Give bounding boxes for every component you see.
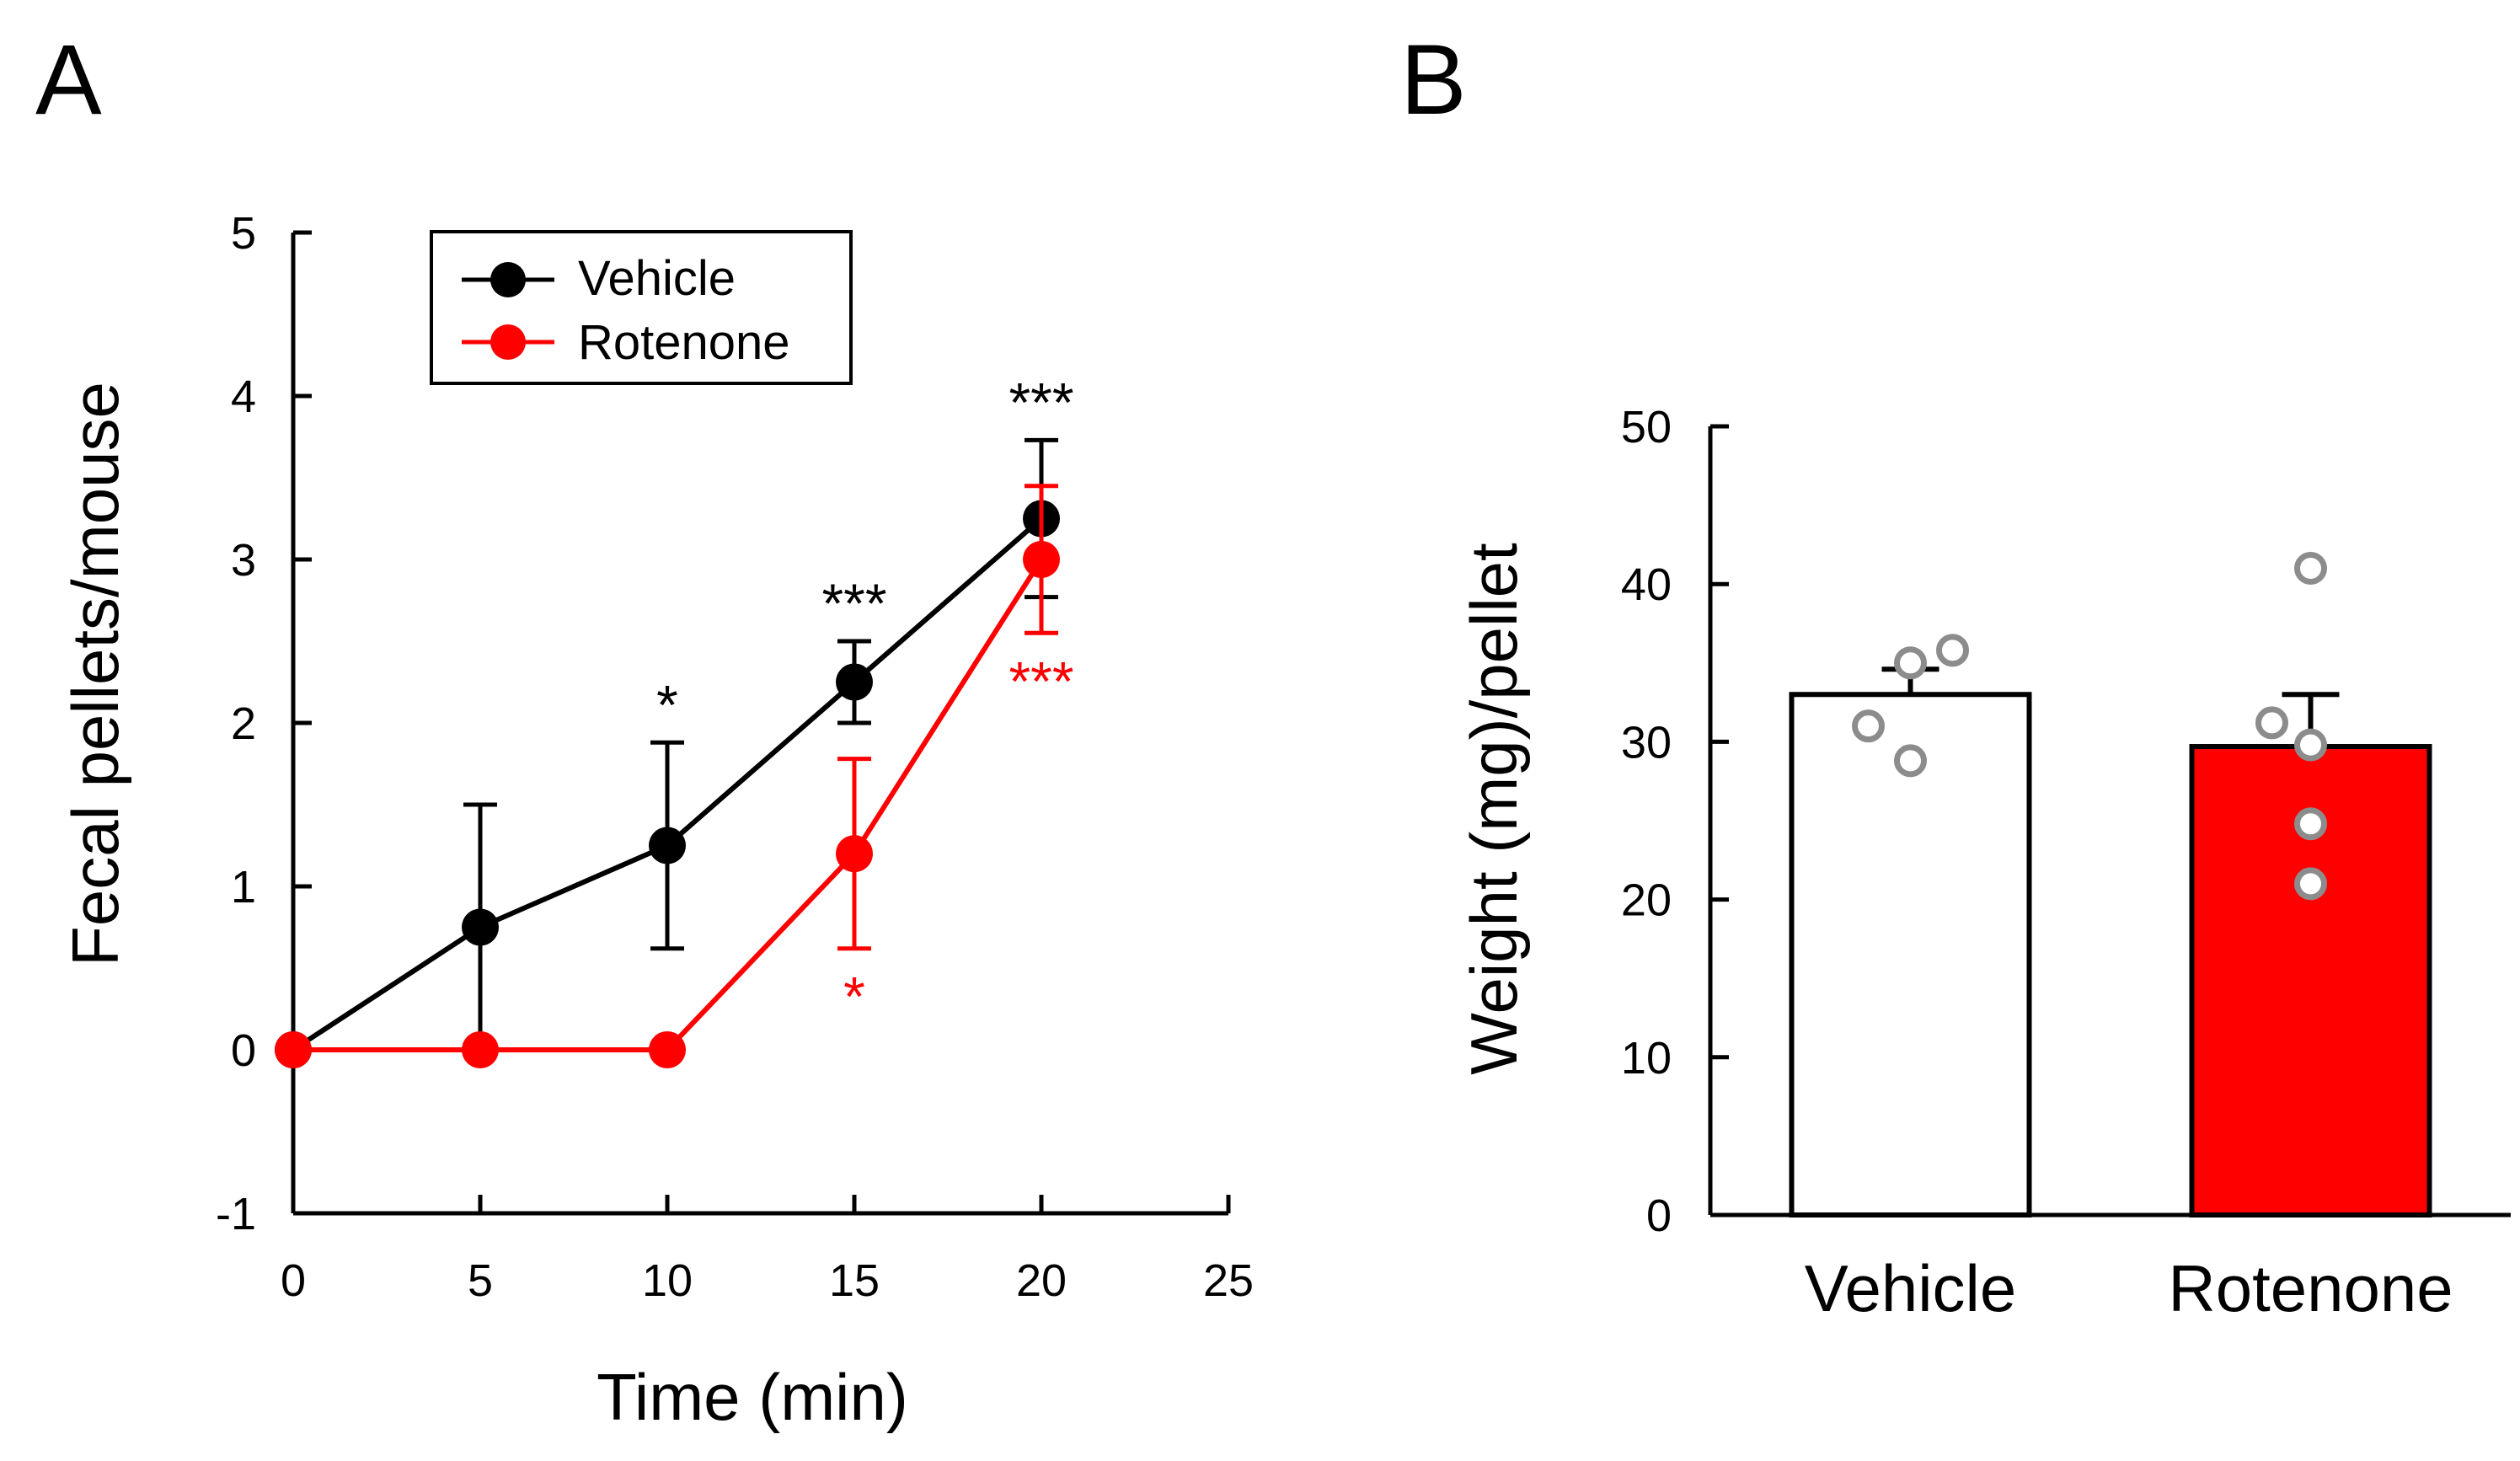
category-label-rotenone: Rotenone bbox=[2168, 1251, 2453, 1325]
data-point-rotenone bbox=[649, 1031, 686, 1068]
data-point-rotenone bbox=[2255, 706, 2288, 740]
panel-a-letter: A bbox=[35, 24, 102, 136]
panel-a-x-tick-label: 5 bbox=[468, 1255, 493, 1306]
legend-marker-rotenone bbox=[490, 324, 526, 360]
legend: Vehicle Rotenone bbox=[430, 230, 853, 385]
panel-a-x-tick-label: 10 bbox=[642, 1255, 693, 1306]
data-point-vehicle bbox=[1894, 646, 1927, 680]
panel-a-y-axis-label: Fecal pellets/mouse bbox=[58, 382, 132, 966]
panel-a-series bbox=[275, 437, 1060, 1068]
panel-b-y-tick-label: 30 bbox=[1621, 717, 1672, 768]
data-point-vehicle bbox=[836, 663, 873, 701]
panel-b-y-tick-label: 50 bbox=[1621, 402, 1672, 452]
panel-a-y-tick-label: 5 bbox=[231, 208, 256, 259]
data-point-rotenone bbox=[2294, 867, 2327, 901]
panel-b-bar-chart: 0 10 20 30 40 50 Vehicle Rotenone Weight (mg)/… bbox=[1457, 402, 2511, 1325]
significance-mark-vehicle: * bbox=[656, 673, 678, 736]
data-point-vehicle bbox=[649, 827, 686, 864]
data-point-rotenone bbox=[462, 1031, 499, 1068]
panel-b-y-tick-label: 10 bbox=[1621, 1033, 1672, 1084]
significance-mark-vehicle: *** bbox=[821, 572, 886, 634]
panel-a-line-chart: 0 5 10 15 20 25 -1 0 1 2 3 4 5 Time (min) Fecal pel… bbox=[58, 208, 1254, 1434]
data-point-rotenone bbox=[2294, 728, 2327, 762]
panel-b-y-tick-labels: 0 10 20 30 40 50 bbox=[1621, 402, 1672, 1241]
data-point-vehicle bbox=[1894, 744, 1927, 778]
significance-mark-vehicle: *** bbox=[1009, 371, 1073, 433]
panel-a-y-tick-label: 1 bbox=[231, 862, 256, 912]
series-vehicle bbox=[275, 437, 1060, 1068]
panel-a-x-tick-label: 25 bbox=[1203, 1255, 1254, 1306]
bar-vehicle bbox=[1789, 692, 2032, 1218]
panel-b-y-axis-label: Weight (mg)/pellet bbox=[1457, 543, 1531, 1075]
panel-a-y-tick-label: 0 bbox=[231, 1025, 256, 1076]
significance-mark-rotenone: *** bbox=[1009, 650, 1073, 712]
data-point-vehicle bbox=[1936, 634, 1969, 667]
panel-a-x-tick-label: 15 bbox=[829, 1255, 880, 1306]
data-point-rotenone bbox=[275, 1031, 312, 1068]
panel-a-y-tick-label: 4 bbox=[231, 372, 256, 422]
category-label-vehicle: Vehicle bbox=[1805, 1251, 2017, 1325]
significance-mark-rotenone: * bbox=[843, 966, 865, 1028]
panel-b-y-tick-label: 40 bbox=[1621, 559, 1672, 610]
panel-a-y-tick-label: 2 bbox=[231, 698, 256, 749]
data-point-vehicle bbox=[462, 908, 499, 946]
panel-b-y-tick-label: 20 bbox=[1621, 875, 1672, 926]
series-rotenone bbox=[275, 484, 1060, 1068]
data-point-rotenone bbox=[836, 835, 873, 873]
panel-b-individual-points bbox=[1852, 551, 2327, 901]
data-point-rotenone bbox=[2294, 807, 2327, 841]
panel-b-category-labels: Vehicle Rotenone bbox=[1805, 1251, 2453, 1325]
panel-b-letter: B bbox=[1400, 24, 1467, 136]
legend-marker-vehicle bbox=[490, 262, 526, 297]
panel-b-bars bbox=[1789, 666, 2432, 1218]
panel-a-y-tick-labels: -1 0 1 2 3 4 5 bbox=[216, 208, 256, 1239]
data-point-rotenone bbox=[1023, 541, 1060, 578]
panel-a-significance: *********** bbox=[656, 371, 1073, 1027]
panel-b-y-tick-label: 0 bbox=[1646, 1191, 1672, 1241]
data-point-rotenone bbox=[2294, 551, 2327, 585]
panel-a-y-tick-label: 3 bbox=[231, 535, 256, 586]
panel-a-x-tick-label: 0 bbox=[281, 1255, 306, 1306]
panel-a-x-tick-label: 20 bbox=[1016, 1255, 1067, 1306]
data-point-vehicle bbox=[1852, 709, 1885, 743]
panel-a-x-tick-labels: 0 5 10 15 20 25 bbox=[281, 1255, 1254, 1306]
panel-a-x-axis-label: Time (min) bbox=[597, 1360, 908, 1434]
legend-label-vehicle: Vehicle bbox=[578, 251, 736, 306]
legend-label-rotenone: Rotenone bbox=[578, 315, 790, 370]
panel-a-y-tick-label: -1 bbox=[216, 1189, 256, 1239]
panel-b-axes bbox=[1708, 424, 2511, 1218]
